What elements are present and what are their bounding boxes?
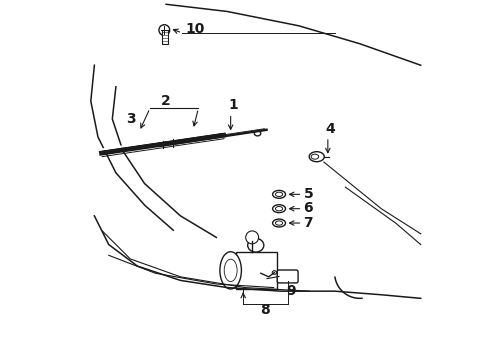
Ellipse shape (272, 205, 286, 213)
Bar (162, 30, 168, 44)
Bar (236, 252, 277, 289)
Text: 4: 4 (325, 122, 335, 136)
Text: 8: 8 (260, 303, 270, 318)
Ellipse shape (275, 221, 283, 225)
Ellipse shape (220, 252, 242, 289)
Ellipse shape (224, 259, 237, 282)
Text: 10: 10 (186, 22, 205, 36)
Text: 5: 5 (303, 187, 313, 201)
Ellipse shape (275, 207, 283, 211)
Ellipse shape (247, 238, 264, 252)
Text: 2: 2 (161, 94, 171, 108)
Ellipse shape (309, 152, 324, 162)
Text: 1: 1 (229, 98, 239, 112)
Ellipse shape (275, 192, 283, 197)
Text: 3: 3 (126, 112, 136, 126)
Ellipse shape (254, 131, 261, 136)
Text: 6: 6 (303, 201, 313, 215)
Text: 9: 9 (286, 284, 295, 298)
Ellipse shape (272, 219, 286, 227)
Ellipse shape (272, 271, 276, 274)
Circle shape (159, 25, 170, 36)
FancyBboxPatch shape (277, 270, 298, 283)
Ellipse shape (272, 190, 286, 198)
Circle shape (245, 231, 259, 244)
Text: 7: 7 (303, 216, 313, 230)
Ellipse shape (311, 154, 318, 159)
